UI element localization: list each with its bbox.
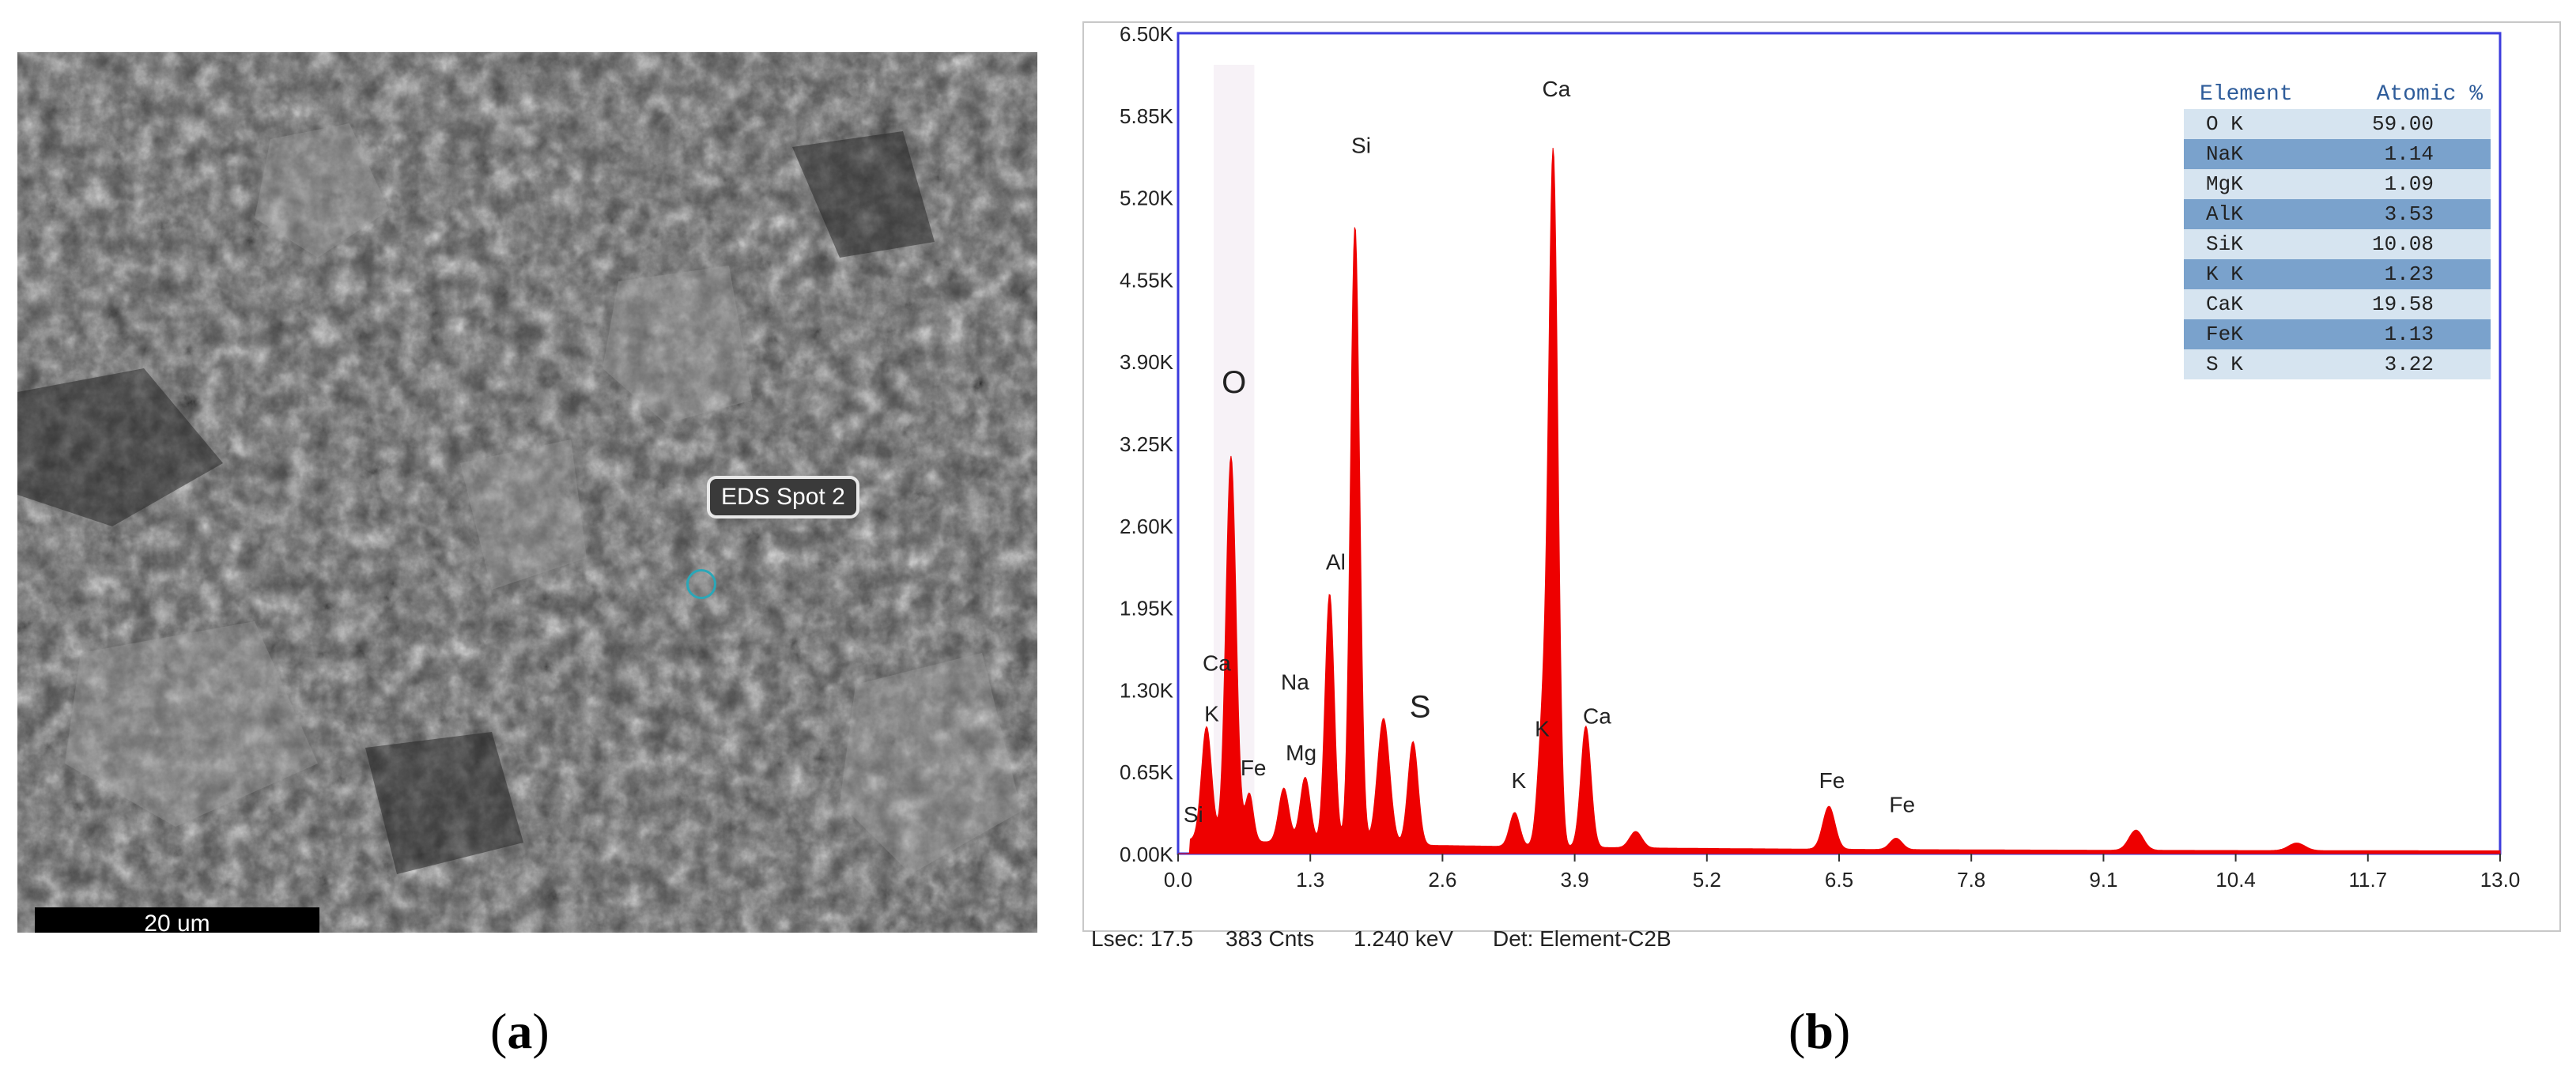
atomic-cell: 3.53	[2384, 202, 2434, 226]
header-element: Element	[2200, 81, 2293, 107]
x-tick-label: 3.9	[1561, 868, 1589, 892]
table-row: SiK 10.08	[2184, 229, 2491, 259]
caption-b-letter: b	[1805, 1003, 1834, 1059]
x-tick-label: 7.8	[1957, 868, 1985, 892]
peak-label: Na	[1281, 669, 1309, 694]
y-tick-label: 3.25K	[1120, 432, 1174, 456]
peak-label: Ca	[1543, 77, 1571, 101]
status-det: Det: Element-C2B	[1493, 926, 1671, 951]
status-lsec: Lsec: 17.5	[1091, 926, 1194, 951]
sem-texture	[17, 52, 1037, 933]
sem-micrograph: EDS Spot 2 20 um	[17, 52, 1037, 933]
y-tick-label: 0.00K	[1120, 843, 1174, 866]
element-cell: MgK	[2206, 172, 2243, 196]
status-cnts: 383 Cnts	[1226, 926, 1315, 951]
element-cell: NaK	[2206, 142, 2243, 166]
atomic-cell: 1.14	[2384, 142, 2434, 166]
peak-label: Fe	[1241, 756, 1267, 780]
header-atomic: Atomic %	[2376, 81, 2483, 107]
scale-bar-label: 20 um	[144, 911, 210, 933]
x-tick-label: 0.0	[1164, 868, 1192, 892]
element-table: Element Atomic % O K 59.00 NaK 1.14 MgK 1.0…	[2184, 79, 2491, 379]
x-tick-label: 6.5	[1825, 868, 1853, 892]
peak-label: K	[1535, 716, 1550, 741]
table-row: O K 59.00	[2184, 109, 2491, 139]
y-tick-label: 3.90K	[1120, 350, 1174, 374]
peak-label: Ca	[1203, 650, 1231, 675]
y-tick-label: 1.95K	[1120, 597, 1174, 620]
eds-spot-marker	[686, 569, 716, 599]
table-row: K K 1.23	[2184, 259, 2491, 289]
peak-label: Si	[1351, 134, 1371, 158]
y-tick-label: 2.60K	[1120, 515, 1174, 538]
element-cell: CaK	[2206, 292, 2243, 316]
table-row: AlK 3.53	[2184, 199, 2491, 229]
caption-a-letter: a	[507, 1003, 533, 1059]
atomic-cell: 59.00	[2371, 112, 2434, 136]
spectrum-area	[1178, 148, 2501, 854]
eds-spot-label: EDS Spot 2	[707, 476, 859, 518]
y-tick-label: 5.20K	[1120, 187, 1174, 210]
peak-label: Al	[1326, 550, 1346, 575]
atomic-cell: 19.58	[2371, 292, 2434, 316]
table-row: CaK 19.58	[2184, 289, 2491, 319]
x-tick-label: 5.2	[1693, 868, 1721, 892]
element-cell: O K	[2206, 112, 2243, 136]
caption-b: (b)	[1788, 1003, 1851, 1059]
element-cell: AlK	[2206, 202, 2243, 226]
table-row: NaK 1.14	[2184, 139, 2491, 169]
atomic-cell: 10.08	[2371, 232, 2434, 256]
atomic-cell: 1.23	[2384, 262, 2434, 286]
element-cell: K K	[2206, 262, 2243, 286]
y-tick-label: 1.30K	[1120, 678, 1174, 702]
element-cell: SiK	[2206, 232, 2243, 256]
status-kev: 1.240 keV	[1354, 926, 1454, 951]
y-tick-label: 5.85K	[1120, 104, 1174, 128]
peak-label: Si	[1184, 802, 1203, 827]
element-table-header: Element Atomic %	[2184, 79, 2491, 109]
atomic-cell: 3.22	[2384, 353, 2434, 376]
y-tick-label: 0.65K	[1120, 760, 1174, 784]
caption-a: (a)	[490, 1003, 550, 1059]
element-cell: FeK	[2206, 322, 2243, 346]
x-tick-label: 1.3	[1296, 868, 1324, 892]
element-cell: S K	[2206, 353, 2243, 376]
x-tick-label: 13.0	[2480, 868, 2521, 892]
table-row: S K 3.22	[2184, 349, 2491, 379]
y-tick-label: 4.55K	[1120, 268, 1174, 292]
atomic-cell: 1.13	[2384, 322, 2434, 346]
table-row: FeK 1.13	[2184, 319, 2491, 349]
table-row: MgK 1.09	[2184, 169, 2491, 199]
scale-bar-box: 20 um	[35, 907, 319, 933]
peak-label: K	[1204, 701, 1219, 726]
peak-label: K	[1512, 768, 1527, 793]
x-tick-label: 2.6	[1428, 868, 1456, 892]
peak-label: Fe	[1819, 768, 1845, 793]
x-tick-label: 11.7	[2348, 868, 2387, 892]
x-tick-label: 9.1	[2089, 868, 2117, 892]
y-tick-label: 6.50K	[1120, 22, 1174, 46]
peak-label: Fe	[1889, 792, 1915, 816]
peak-label: O	[1222, 365, 1246, 400]
atomic-cell: 1.09	[2384, 172, 2434, 196]
x-tick-label: 10.4	[2215, 868, 2256, 892]
peak-label: Mg	[1286, 741, 1316, 765]
peak-label: Ca	[1583, 704, 1611, 729]
peak-label: S	[1410, 690, 1431, 725]
